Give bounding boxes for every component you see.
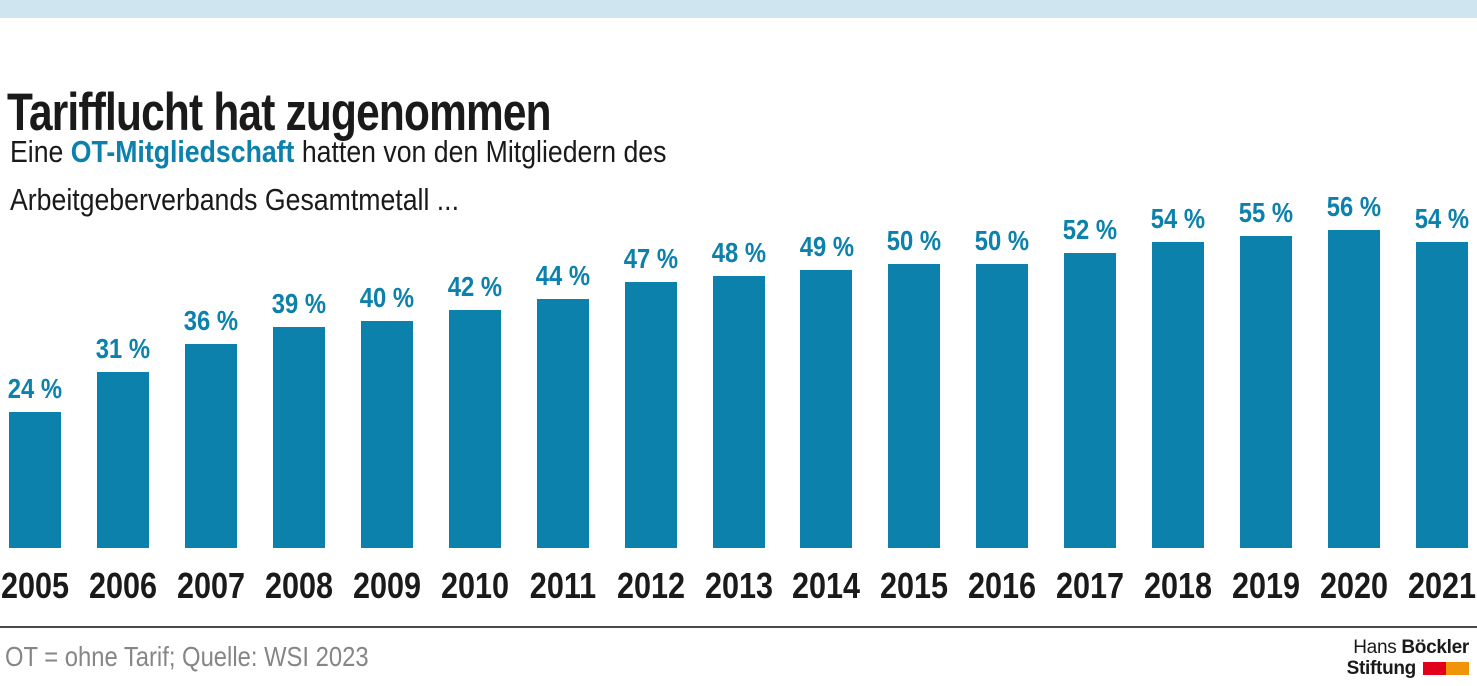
x-axis-label: 2011	[529, 565, 596, 606]
x-axis-label: 2012	[616, 565, 685, 606]
bar-column: 54 %	[1151, 203, 1206, 548]
x-axis: 2005 2006 2007 2008 2009 2010 2011 2012 2013 2014…	[0, 565, 1477, 607]
bar-value-label: 52 %	[1063, 214, 1118, 245]
logo-stiftung: Stiftung	[1346, 658, 1417, 679]
x-axis-label: 2007	[176, 565, 245, 606]
bar-value-label: 56 %	[1326, 191, 1382, 222]
bar-column: 31 %	[95, 333, 151, 548]
bar	[360, 321, 413, 548]
subtitle-line2: Arbeitgeberverbands Gesamtmetall ...	[10, 182, 460, 217]
x-axis-label: 2019	[1232, 565, 1301, 606]
bar-column: 48 %	[711, 237, 766, 548]
bar-value-label: 36 %	[183, 305, 239, 336]
bar-column: 24 %	[7, 373, 63, 548]
bar-column: 47 %	[623, 243, 678, 548]
x-axis-label: 2010	[440, 565, 509, 606]
bar-value-label: 40 %	[359, 282, 414, 313]
bar-column: 40 %	[359, 282, 414, 548]
bar-value-label: 48 %	[711, 237, 766, 268]
bar	[272, 327, 325, 548]
bar-column: 54 %	[1414, 203, 1470, 548]
bar	[9, 412, 61, 548]
decorative-top-band	[0, 0, 1477, 18]
bar-chart: 24 % 31 % 36 % 39 % 40 % 42 % 44 % 47 % 48 % 49 %…	[7, 191, 1470, 548]
x-axis-label: 2016	[968, 565, 1037, 606]
bar	[800, 270, 853, 548]
x-axis-label: 2009	[352, 565, 421, 606]
logo-line2: Stiftung	[1347, 658, 1469, 679]
x-axis-label: 2017	[1056, 565, 1125, 606]
bar	[624, 282, 677, 548]
x-axis-label: 2006	[88, 565, 157, 606]
bar-value-label: 49 %	[799, 231, 854, 262]
bar-value-label: 50 %	[887, 225, 942, 256]
x-axis-label: 2015	[880, 565, 949, 606]
bar-value-label: 55 %	[1239, 197, 1294, 228]
bar-column: 39 %	[271, 288, 326, 548]
bar	[1328, 230, 1381, 548]
hans-boeckler-stiftung-logo: Hans Böckler Stiftung	[1347, 637, 1470, 679]
x-axis-label: 2013	[704, 565, 773, 606]
bar-column: 36 %	[183, 305, 239, 548]
bar-column: 50 %	[887, 225, 942, 548]
bar-value-label: 47 %	[623, 243, 678, 274]
bar	[536, 299, 589, 548]
footer-divider	[0, 626, 1477, 628]
x-axis-label: 2008	[264, 565, 333, 606]
bar	[976, 264, 1029, 548]
bar	[184, 344, 237, 548]
subtitle: Eine OT-Mitgliedschaft hatten von den Mi…	[10, 128, 666, 224]
bar	[1152, 242, 1205, 548]
logo-line1: Hans Böckler	[1347, 637, 1469, 658]
bar	[1416, 242, 1468, 548]
bar-value-label: 42 %	[447, 271, 502, 302]
logo-orange-square-icon	[1446, 662, 1469, 675]
bar-value-label: 54 %	[1414, 203, 1470, 234]
subtitle-accent: OT-Mitgliedschaft	[70, 134, 295, 169]
bar-value-label: 44 %	[535, 260, 590, 291]
bar	[448, 310, 501, 548]
bar	[1240, 236, 1293, 548]
subtitle-pre: Eine	[10, 134, 71, 169]
bar	[96, 372, 149, 548]
bar-column: 55 %	[1239, 197, 1294, 548]
x-axis-label: 2021	[1407, 565, 1477, 606]
bar-value-label: 24 %	[7, 373, 63, 404]
bar-value-label: 31 %	[95, 333, 151, 364]
bar-value-label: 39 %	[271, 288, 326, 319]
bar-value-label: 54 %	[1151, 203, 1206, 234]
bar-value-label: 50 %	[975, 225, 1030, 256]
logo-hans: Hans	[1353, 637, 1397, 658]
subtitle-line1: Eine OT-Mitgliedschaft hatten von den Mi…	[10, 128, 666, 176]
footer-note: OT = ohne Tarif; Quelle: WSI 2023	[5, 641, 369, 672]
bar-column: 52 %	[1063, 214, 1118, 548]
bar	[1064, 253, 1117, 548]
x-axis-label: 2018	[1144, 565, 1213, 606]
bar	[712, 276, 765, 548]
subtitle-rest: hatten von den Mitgliedern des	[294, 134, 667, 169]
bar	[888, 264, 941, 548]
page-title: Tarifflucht hat zugenommen	[7, 82, 552, 142]
bar-column: 56 %	[1326, 191, 1382, 548]
x-axis-label: 2020	[1320, 565, 1389, 606]
bar-column: 49 %	[799, 231, 854, 548]
bar-column: 42 %	[447, 271, 502, 548]
logo-red-square-icon	[1423, 662, 1446, 675]
x-axis-label: 2005	[0, 565, 70, 606]
x-axis-label: 2014	[792, 565, 861, 606]
bar-column: 44 %	[535, 260, 590, 548]
logo-boeckler: Böckler	[1401, 637, 1469, 658]
bar-column: 50 %	[975, 225, 1030, 548]
